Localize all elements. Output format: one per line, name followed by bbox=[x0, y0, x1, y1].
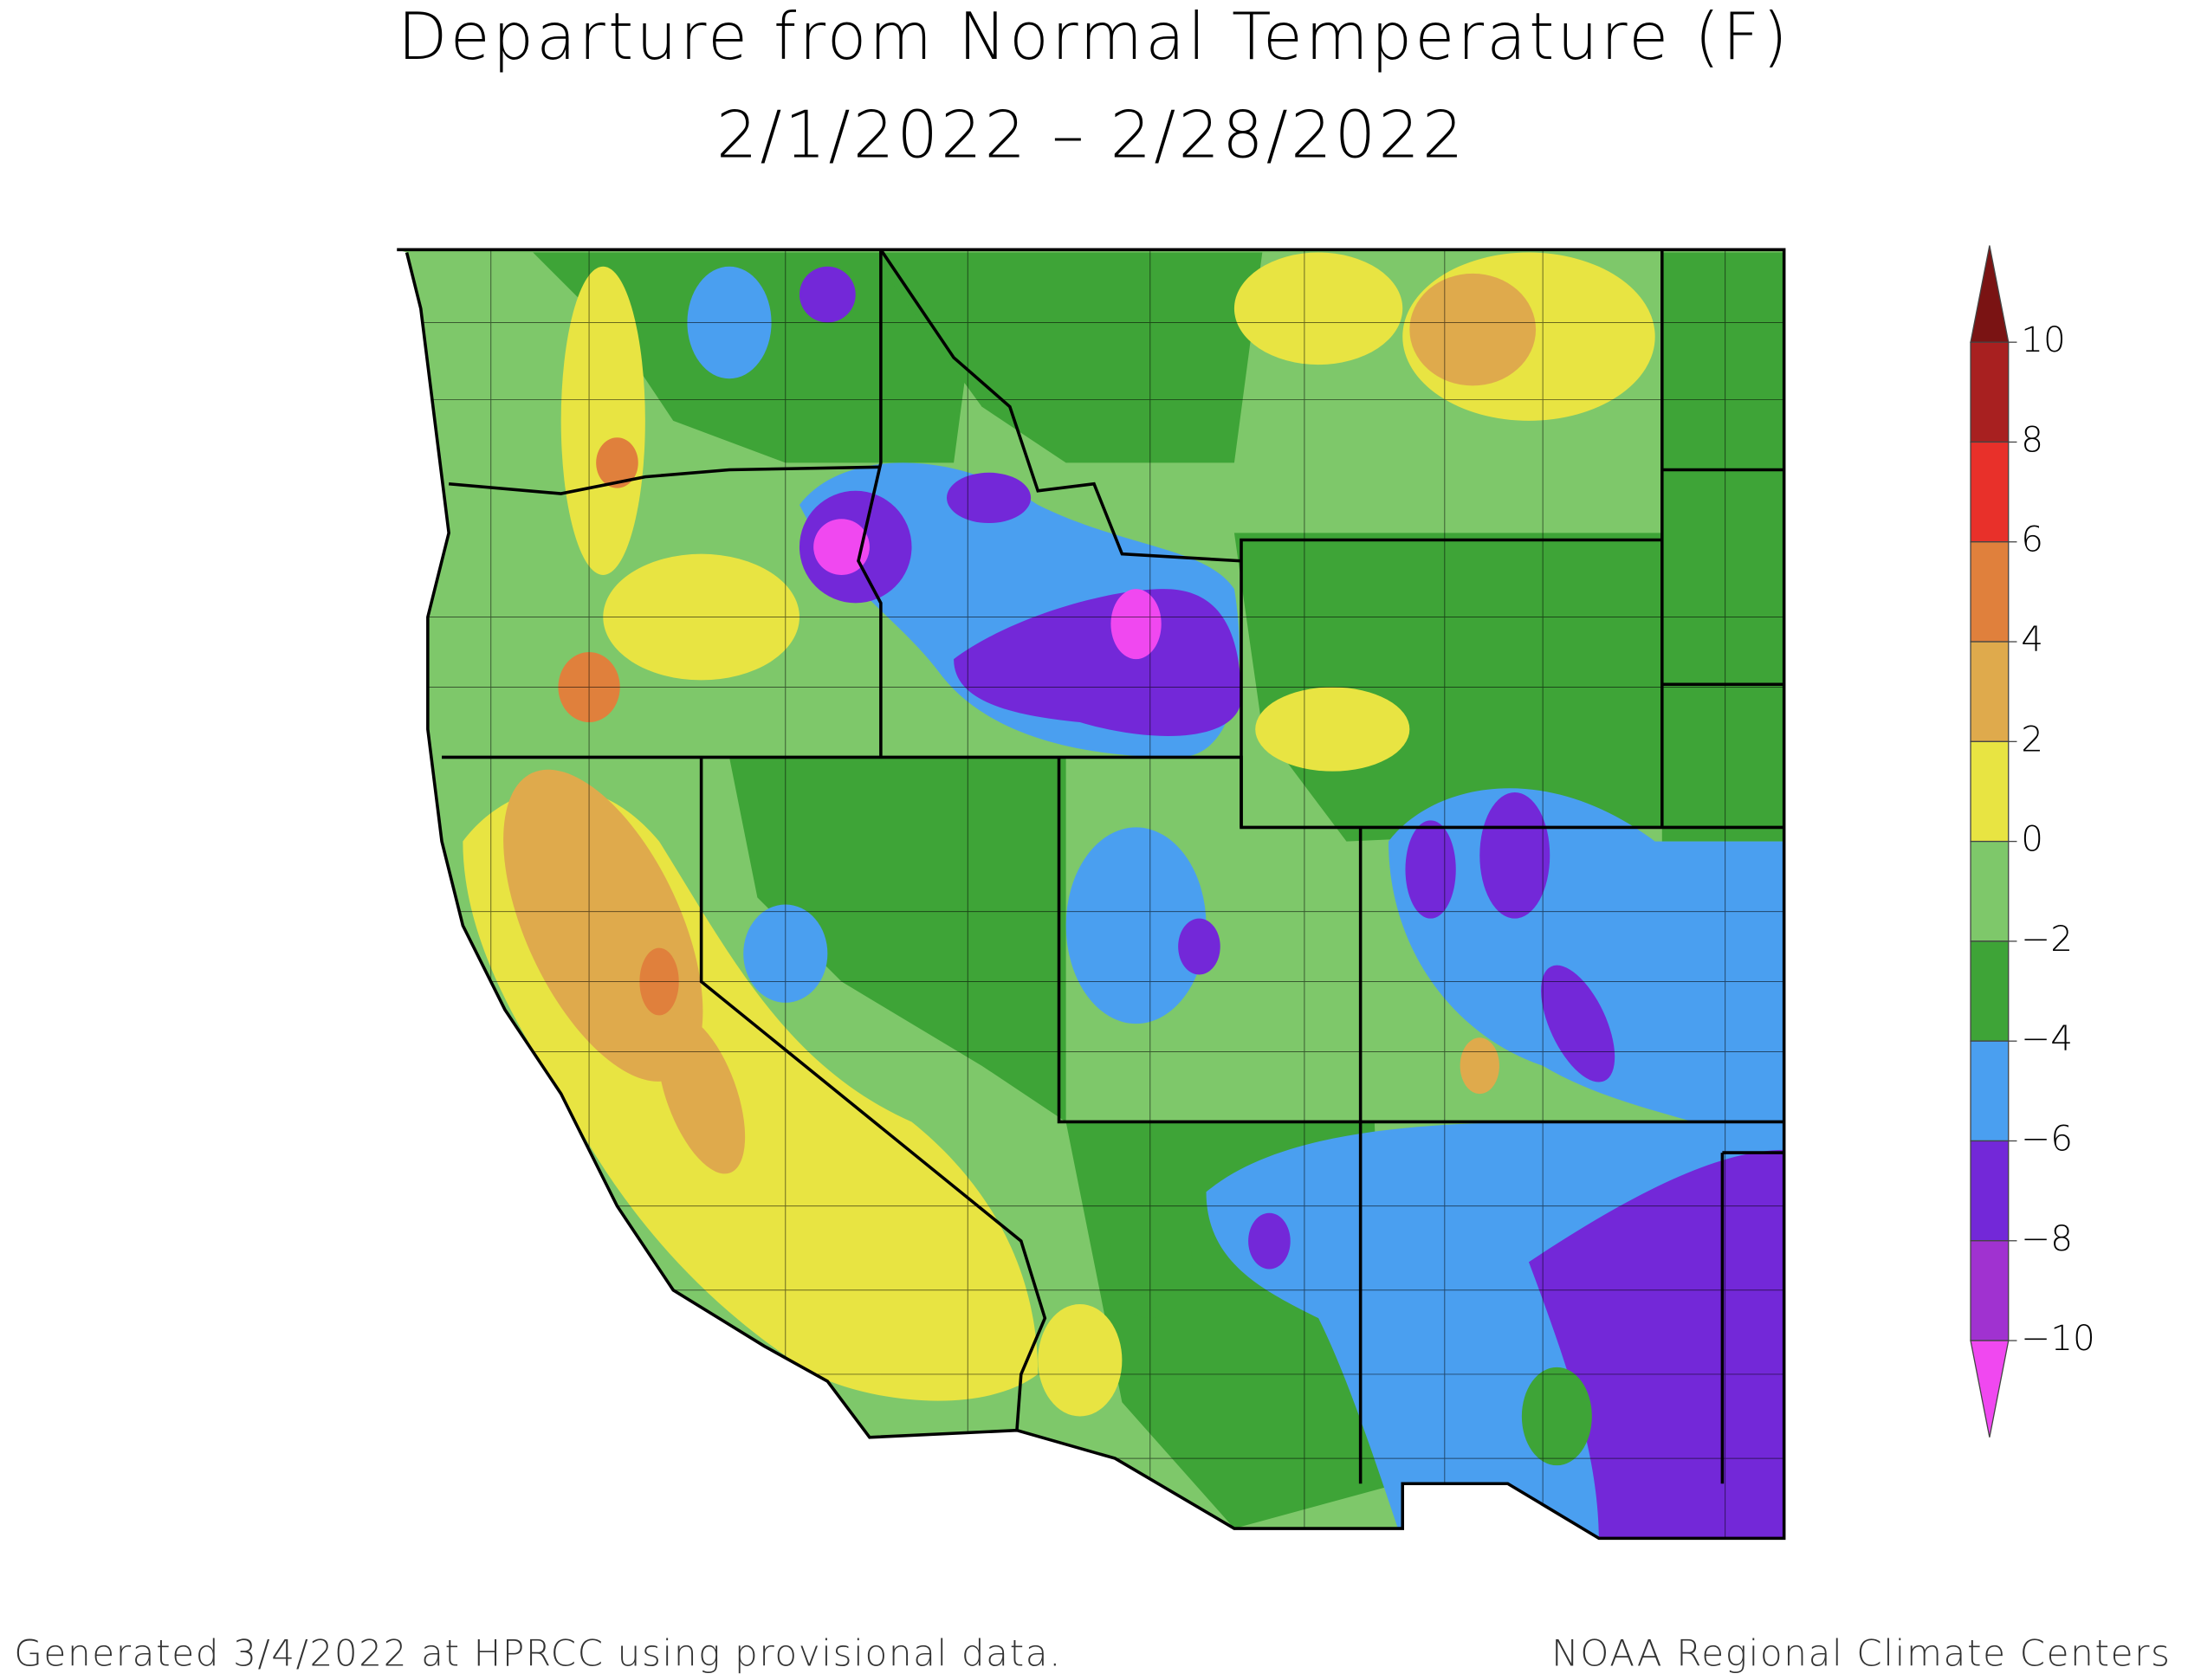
legend-bin bbox=[1970, 1040, 2010, 1142]
legend-tick-label: −4 bbox=[2021, 1018, 2073, 1059]
legend-tick-label: −6 bbox=[2021, 1117, 2073, 1159]
legend-tick-label: 4 bbox=[2021, 618, 2043, 660]
legend-tick-label: −8 bbox=[2021, 1218, 2073, 1259]
legend-cap-top bbox=[1970, 245, 2010, 343]
temperature-map bbox=[397, 248, 1786, 1541]
legend-bin bbox=[1970, 1240, 2010, 1341]
footer-right: NOAA Regional Climate Centers bbox=[1551, 1632, 2171, 1675]
legend-bin bbox=[1970, 541, 2010, 643]
legend-tick-label: 2 bbox=[2021, 718, 2043, 759]
legend-bin bbox=[1970, 740, 2010, 843]
legend-bin bbox=[1970, 840, 2010, 942]
color-legend: 10 8 6 4 2 0 −2 −4 −6 −8 −10 bbox=[1970, 245, 2095, 1438]
legend-cap-bottom bbox=[1970, 1340, 2010, 1438]
legend-tick-label: −10 bbox=[2021, 1317, 2094, 1359]
legend-tick-label: 6 bbox=[2021, 519, 2043, 560]
title-line: 2/1/2022 – 2/28/2022 bbox=[716, 97, 1466, 172]
footer-left: Generated 3/4/2022 at HPRCC using provis… bbox=[14, 1632, 1062, 1675]
legend-tick-label: 0 bbox=[2021, 818, 2043, 860]
legend-bin bbox=[1970, 1140, 2010, 1242]
legend-tick-label: 10 bbox=[2021, 319, 2066, 360]
title-line: Departure from Normal Temperature (F) bbox=[398, 0, 1790, 74]
legend-bin bbox=[1970, 641, 2010, 742]
legend-bin bbox=[1970, 441, 2010, 543]
legend-bin bbox=[1970, 341, 2010, 443]
legend-bin bbox=[1970, 940, 2010, 1042]
legend-tick-label: 8 bbox=[2021, 418, 2043, 460]
legend-tick-label: −2 bbox=[2021, 918, 2073, 960]
